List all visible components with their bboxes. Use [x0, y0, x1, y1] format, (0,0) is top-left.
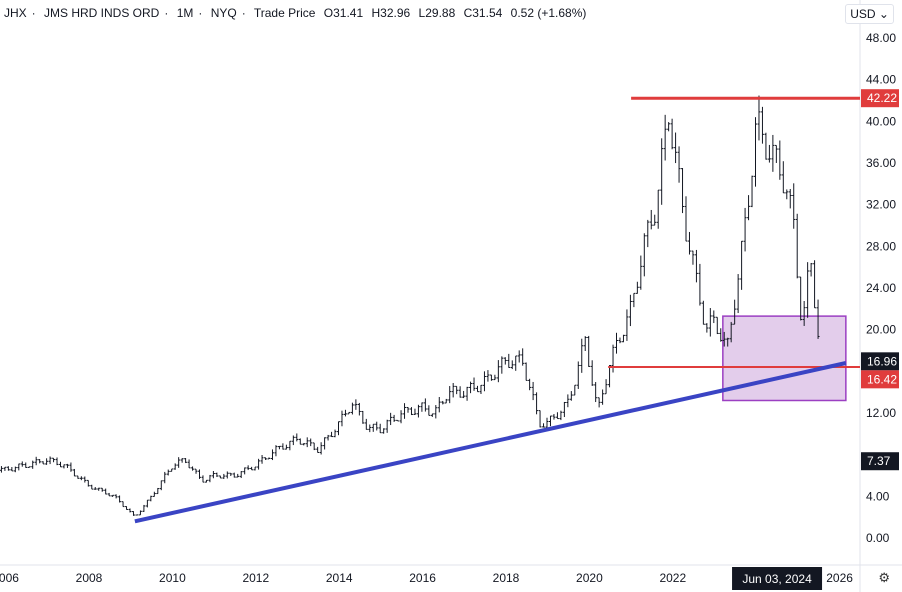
interval[interactable]: 1M [176, 6, 194, 20]
crosshair-date-bg [732, 567, 823, 590]
x-tick-label: 2008 [76, 571, 103, 585]
x-tick-label: 2006 [0, 571, 19, 585]
x-tick-label: 2022 [659, 571, 686, 585]
y-tick-label: 40.00 [866, 114, 896, 128]
y-tick-label: 12.00 [866, 406, 896, 420]
x-tick-label: 2026 [826, 571, 853, 585]
symbol[interactable]: JHX [4, 6, 27, 20]
price-label-bg [861, 352, 899, 371]
highlight-zone[interactable] [722, 315, 847, 402]
separator: · [198, 6, 203, 20]
company-name: JMS HRD INDS ORD [44, 6, 160, 20]
y-tick-label: 32.00 [866, 198, 896, 212]
price-label: 16.42 [867, 372, 897, 386]
y-tick-label: 0.00 [866, 531, 890, 545]
price-label-bg [861, 89, 899, 108]
crosshair-date-label: Jun 03, 2024 [742, 572, 812, 586]
y-tick-label: 48.00 [866, 31, 896, 45]
price-label-bg [861, 370, 899, 389]
gear-icon[interactable]: ⚙ [878, 570, 890, 585]
y-tick-label: 36.00 [866, 156, 896, 170]
x-tick-label: 2014 [326, 571, 353, 585]
price-label: 7.37 [867, 454, 891, 468]
change-value: 0.52 (+1.68%) [510, 6, 587, 20]
y-tick-label: 44.00 [866, 73, 896, 87]
x-tick-label: 2016 [409, 571, 436, 585]
x-tick-label: 2010 [159, 571, 186, 585]
currency-selector[interactable]: USD ⌄ [845, 4, 894, 24]
close-value: C31.54 [463, 6, 503, 20]
x-tick-label: 2020 [576, 571, 603, 585]
exchange: NYQ [210, 6, 237, 20]
price-label: 42.22 [867, 91, 897, 105]
y-tick-label: 28.00 [866, 239, 896, 253]
x-tick-label: 2012 [242, 571, 269, 585]
low-value: L29.88 [418, 6, 456, 20]
trendline[interactable] [134, 361, 847, 524]
symbol-header: JHX · JMS HRD INDS ORD · 1M · NYQ · Trade Pr… [4, 6, 591, 20]
price-label-bg [861, 452, 899, 471]
price-label: 16.96 [867, 354, 897, 368]
y-tick-label: 4.00 [866, 489, 890, 503]
y-tick-label: 20.00 [866, 323, 896, 337]
open-value: O31.41 [323, 6, 364, 20]
price-type: Trade Price [253, 6, 316, 20]
high-value: H32.96 [371, 6, 411, 20]
separator: · [31, 6, 36, 20]
separator: · [164, 6, 169, 20]
separator: · [241, 6, 246, 20]
x-tick-label: 2018 [493, 571, 520, 585]
y-tick-label: 24.00 [866, 281, 896, 295]
